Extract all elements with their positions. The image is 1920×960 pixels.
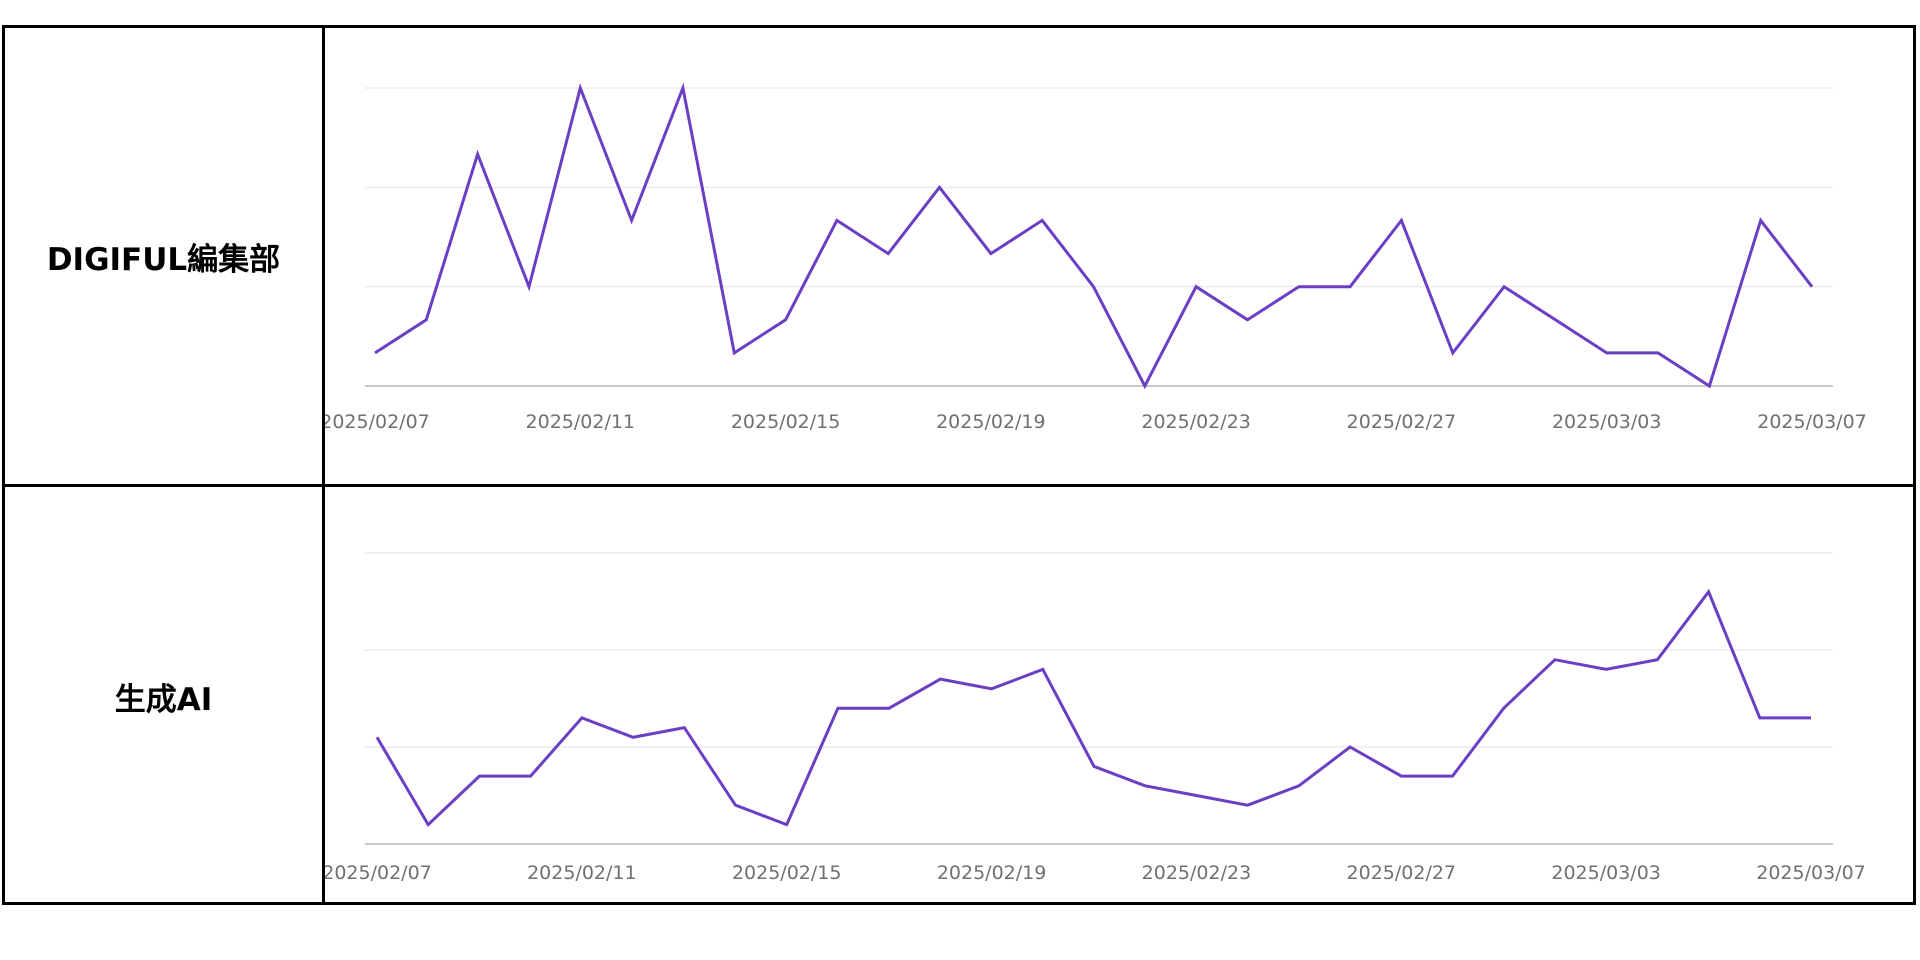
x-tick-label: 2025/03/03	[1551, 862, 1661, 884]
x-tick-label: 2025/02/11	[526, 411, 636, 433]
trend-chart: 2025/02/07 2025/02/11 2025/02/15 2025/02/19…	[325, 552, 1866, 884]
x-tick-label: 2025/03/07	[1756, 862, 1866, 884]
row-label-cell: 生成AI	[5, 487, 325, 905]
series-line	[375, 588, 1811, 827]
trend-chart-cell: 2025/02/07 2025/02/11 2025/02/15 2025/02/19…	[325, 487, 1913, 905]
table-row: 生成AI 2025/02/07 2025/02/11 2025/02/15 2025/…	[5, 487, 1913, 905]
comparison-table: DIGIFUL編集部 2025/02/07 2025/02/11 2025/02/1…	[2, 25, 1916, 905]
x-tick-label: 2025/03/07	[1757, 411, 1867, 433]
series-line	[374, 82, 1814, 390]
row-label: 生成AI	[114, 681, 213, 718]
x-tick-label: 2025/02/07	[325, 411, 430, 433]
x-tick-label: 2025/02/23	[1141, 411, 1251, 433]
x-tick-label: 2025/02/23	[1142, 862, 1252, 884]
x-tick-label: 2025/02/11	[527, 862, 637, 884]
x-tick-label: 2025/02/27	[1347, 411, 1457, 433]
x-tick-label: 2025/02/15	[731, 411, 841, 433]
x-tick-label: 2025/02/27	[1347, 862, 1457, 884]
trend-chart: 2025/02/07 2025/02/11 2025/02/15 2025/02/19…	[325, 82, 1867, 433]
x-tick-label: 2025/02/19	[937, 862, 1047, 884]
row-label: DIGIFUL編集部	[46, 241, 281, 278]
table-row: DIGIFUL編集部 2025/02/07 2025/02/11 2025/02/1…	[5, 28, 1913, 487]
x-tick-label: 2025/02/15	[732, 862, 842, 884]
row-label-cell: DIGIFUL編集部	[5, 28, 325, 484]
x-tick-label: 2025/03/03	[1552, 411, 1662, 433]
trend-chart-cell: 2025/02/07 2025/02/11 2025/02/15 2025/02/19…	[325, 28, 1913, 484]
x-tick-label: 2025/02/07	[325, 862, 432, 884]
x-tick-label: 2025/02/19	[936, 411, 1046, 433]
